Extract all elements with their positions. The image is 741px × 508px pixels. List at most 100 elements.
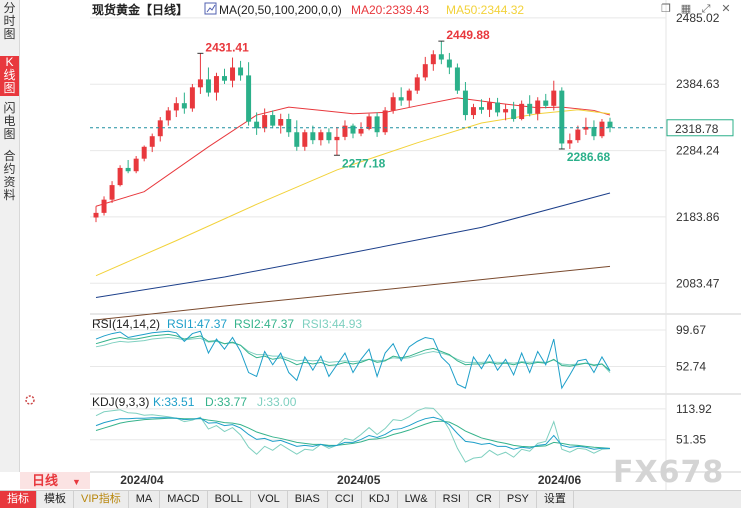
candle-body bbox=[583, 126, 589, 130]
candle-body bbox=[487, 102, 493, 110]
indicator-tab-10[interactable]: LW& bbox=[398, 491, 436, 508]
indicator-tab-4[interactable]: MACD bbox=[160, 491, 208, 508]
x-tick-label: 2024/06 bbox=[538, 473, 582, 487]
candle-body bbox=[398, 97, 404, 101]
candle-body bbox=[197, 79, 203, 88]
annotation-label: 2286.68 bbox=[567, 150, 611, 164]
candle-body bbox=[310, 132, 316, 141]
x-tick-label: 2024/05 bbox=[337, 473, 381, 487]
price-tick-label: 2485.02 bbox=[676, 11, 720, 25]
candle-body bbox=[133, 158, 139, 172]
candle-body bbox=[414, 77, 420, 91]
ma200-line bbox=[95, 265, 611, 321]
candle-body bbox=[454, 67, 460, 91]
candle-body bbox=[422, 64, 428, 78]
ma20-label: MA20:2339.43 bbox=[351, 3, 429, 17]
candle-body bbox=[157, 120, 163, 137]
kdj-tick-label: 113.92 bbox=[676, 402, 712, 416]
indicator-tab-8[interactable]: CCI bbox=[328, 491, 362, 508]
watermark-logo: FX678 bbox=[613, 455, 725, 490]
kline-chart[interactable]: 2485.02 2384.63 2284.24 2183.86 2083.47 99.67… bbox=[0, 0, 741, 490]
indicator-tab-3[interactable]: MA bbox=[129, 491, 161, 508]
candle-body bbox=[599, 121, 605, 137]
candle-body bbox=[101, 199, 107, 213]
rsi-header: RSI(14,14,2) bbox=[92, 317, 160, 331]
indicator-tab-12[interactable]: CR bbox=[469, 491, 500, 508]
indicator-tab-7[interactable]: BIAS bbox=[288, 491, 328, 508]
candle-body bbox=[117, 167, 123, 186]
kdj-k-line bbox=[95, 416, 611, 450]
kdj-d-line bbox=[95, 417, 611, 449]
kdj-tick-label: 51.35 bbox=[676, 433, 706, 447]
x-tick-label: 2024/04 bbox=[120, 473, 164, 487]
annotation-label: 2431.41 bbox=[205, 40, 249, 54]
candle-body bbox=[286, 119, 292, 133]
candle-body bbox=[535, 100, 541, 114]
kdj-value-label: D:33.77 bbox=[205, 395, 247, 409]
candle-body bbox=[366, 116, 372, 129]
candle-body bbox=[479, 107, 484, 110]
indicator-tab-13[interactable]: PSY bbox=[500, 491, 537, 508]
tab-timeshare[interactable]: 分时图 bbox=[3, 1, 16, 41]
period-label: 日线 bbox=[32, 473, 59, 488]
indicator-tab-11[interactable]: RSI bbox=[436, 491, 469, 508]
indicator-tab-6[interactable]: VOL bbox=[251, 491, 288, 508]
candle-body bbox=[173, 103, 179, 111]
price-tick-label: 2384.63 bbox=[676, 77, 720, 91]
candle-body bbox=[278, 119, 284, 126]
candle-body bbox=[438, 54, 444, 60]
candle-body bbox=[230, 67, 236, 81]
candle-body bbox=[254, 121, 260, 129]
indicator-tab-0[interactable]: 指标 bbox=[0, 491, 37, 508]
indicator-tab-2[interactable]: VIP指标 bbox=[74, 491, 129, 508]
indicator-tab-5[interactable]: BOLL bbox=[208, 491, 251, 508]
candle-body bbox=[165, 110, 171, 121]
indicator-tab-9[interactable]: KDJ bbox=[362, 491, 398, 508]
tab-contract-info[interactable]: 合约资料 bbox=[3, 149, 16, 202]
price-tick-label: 2183.86 bbox=[676, 210, 720, 224]
candle-body bbox=[326, 132, 332, 141]
current-price-tag bbox=[666, 119, 734, 137]
kdj-j-line bbox=[95, 407, 611, 463]
chart-title: 现货黄金【日线】 bbox=[92, 2, 188, 17]
rsi-value-label: RSI1:47.37 bbox=[167, 317, 227, 331]
indicator-tab-14[interactable]: 设置 bbox=[537, 491, 574, 508]
candle-body bbox=[446, 59, 452, 68]
grid-icon[interactable]: ▦ bbox=[680, 3, 692, 15]
window-restore-icon[interactable]: ❐ bbox=[661, 3, 671, 15]
candle-body bbox=[559, 90, 565, 144]
candle-body bbox=[93, 212, 99, 218]
indicator-tab-1[interactable]: 模板 bbox=[37, 491, 74, 508]
candle-body bbox=[390, 97, 396, 111]
ma50-label: MA50:2344.32 bbox=[446, 3, 524, 17]
candle-body bbox=[511, 109, 517, 120]
period-selector[interactable]: 日线 ▼ bbox=[20, 472, 90, 489]
rsi3-line bbox=[95, 336, 611, 373]
tab-flash[interactable]: 闪电图 bbox=[3, 101, 16, 141]
candle-body bbox=[575, 129, 581, 141]
chevron-down-icon: ▼ bbox=[72, 477, 81, 487]
rsi1-line bbox=[95, 330, 611, 390]
close-icon[interactable]: ✕ bbox=[721, 3, 731, 15]
candle-body bbox=[238, 67, 244, 76]
annotation-label: 2277.18 bbox=[342, 156, 386, 170]
candle-body bbox=[141, 146, 147, 159]
expand-icon[interactable]: ⤢ bbox=[701, 3, 711, 15]
candle-body bbox=[181, 103, 187, 109]
candle-body bbox=[495, 102, 501, 113]
chart-controls: ❐ ▦ ⤢ ✕ bbox=[659, 2, 733, 16]
candle-body bbox=[591, 126, 597, 137]
candle-body bbox=[607, 121, 613, 128]
rsi-tick-label: 99.67 bbox=[676, 323, 706, 337]
candle-body bbox=[213, 76, 219, 93]
candle-body bbox=[246, 75, 252, 122]
candle-body bbox=[350, 125, 356, 134]
ma50-line bbox=[95, 109, 611, 277]
annotation-label: 2449.88 bbox=[446, 28, 490, 42]
candle-body bbox=[149, 136, 155, 147]
price-tick-label: 2083.47 bbox=[676, 276, 720, 290]
candle-body bbox=[302, 132, 308, 147]
candle-body bbox=[342, 125, 348, 137]
